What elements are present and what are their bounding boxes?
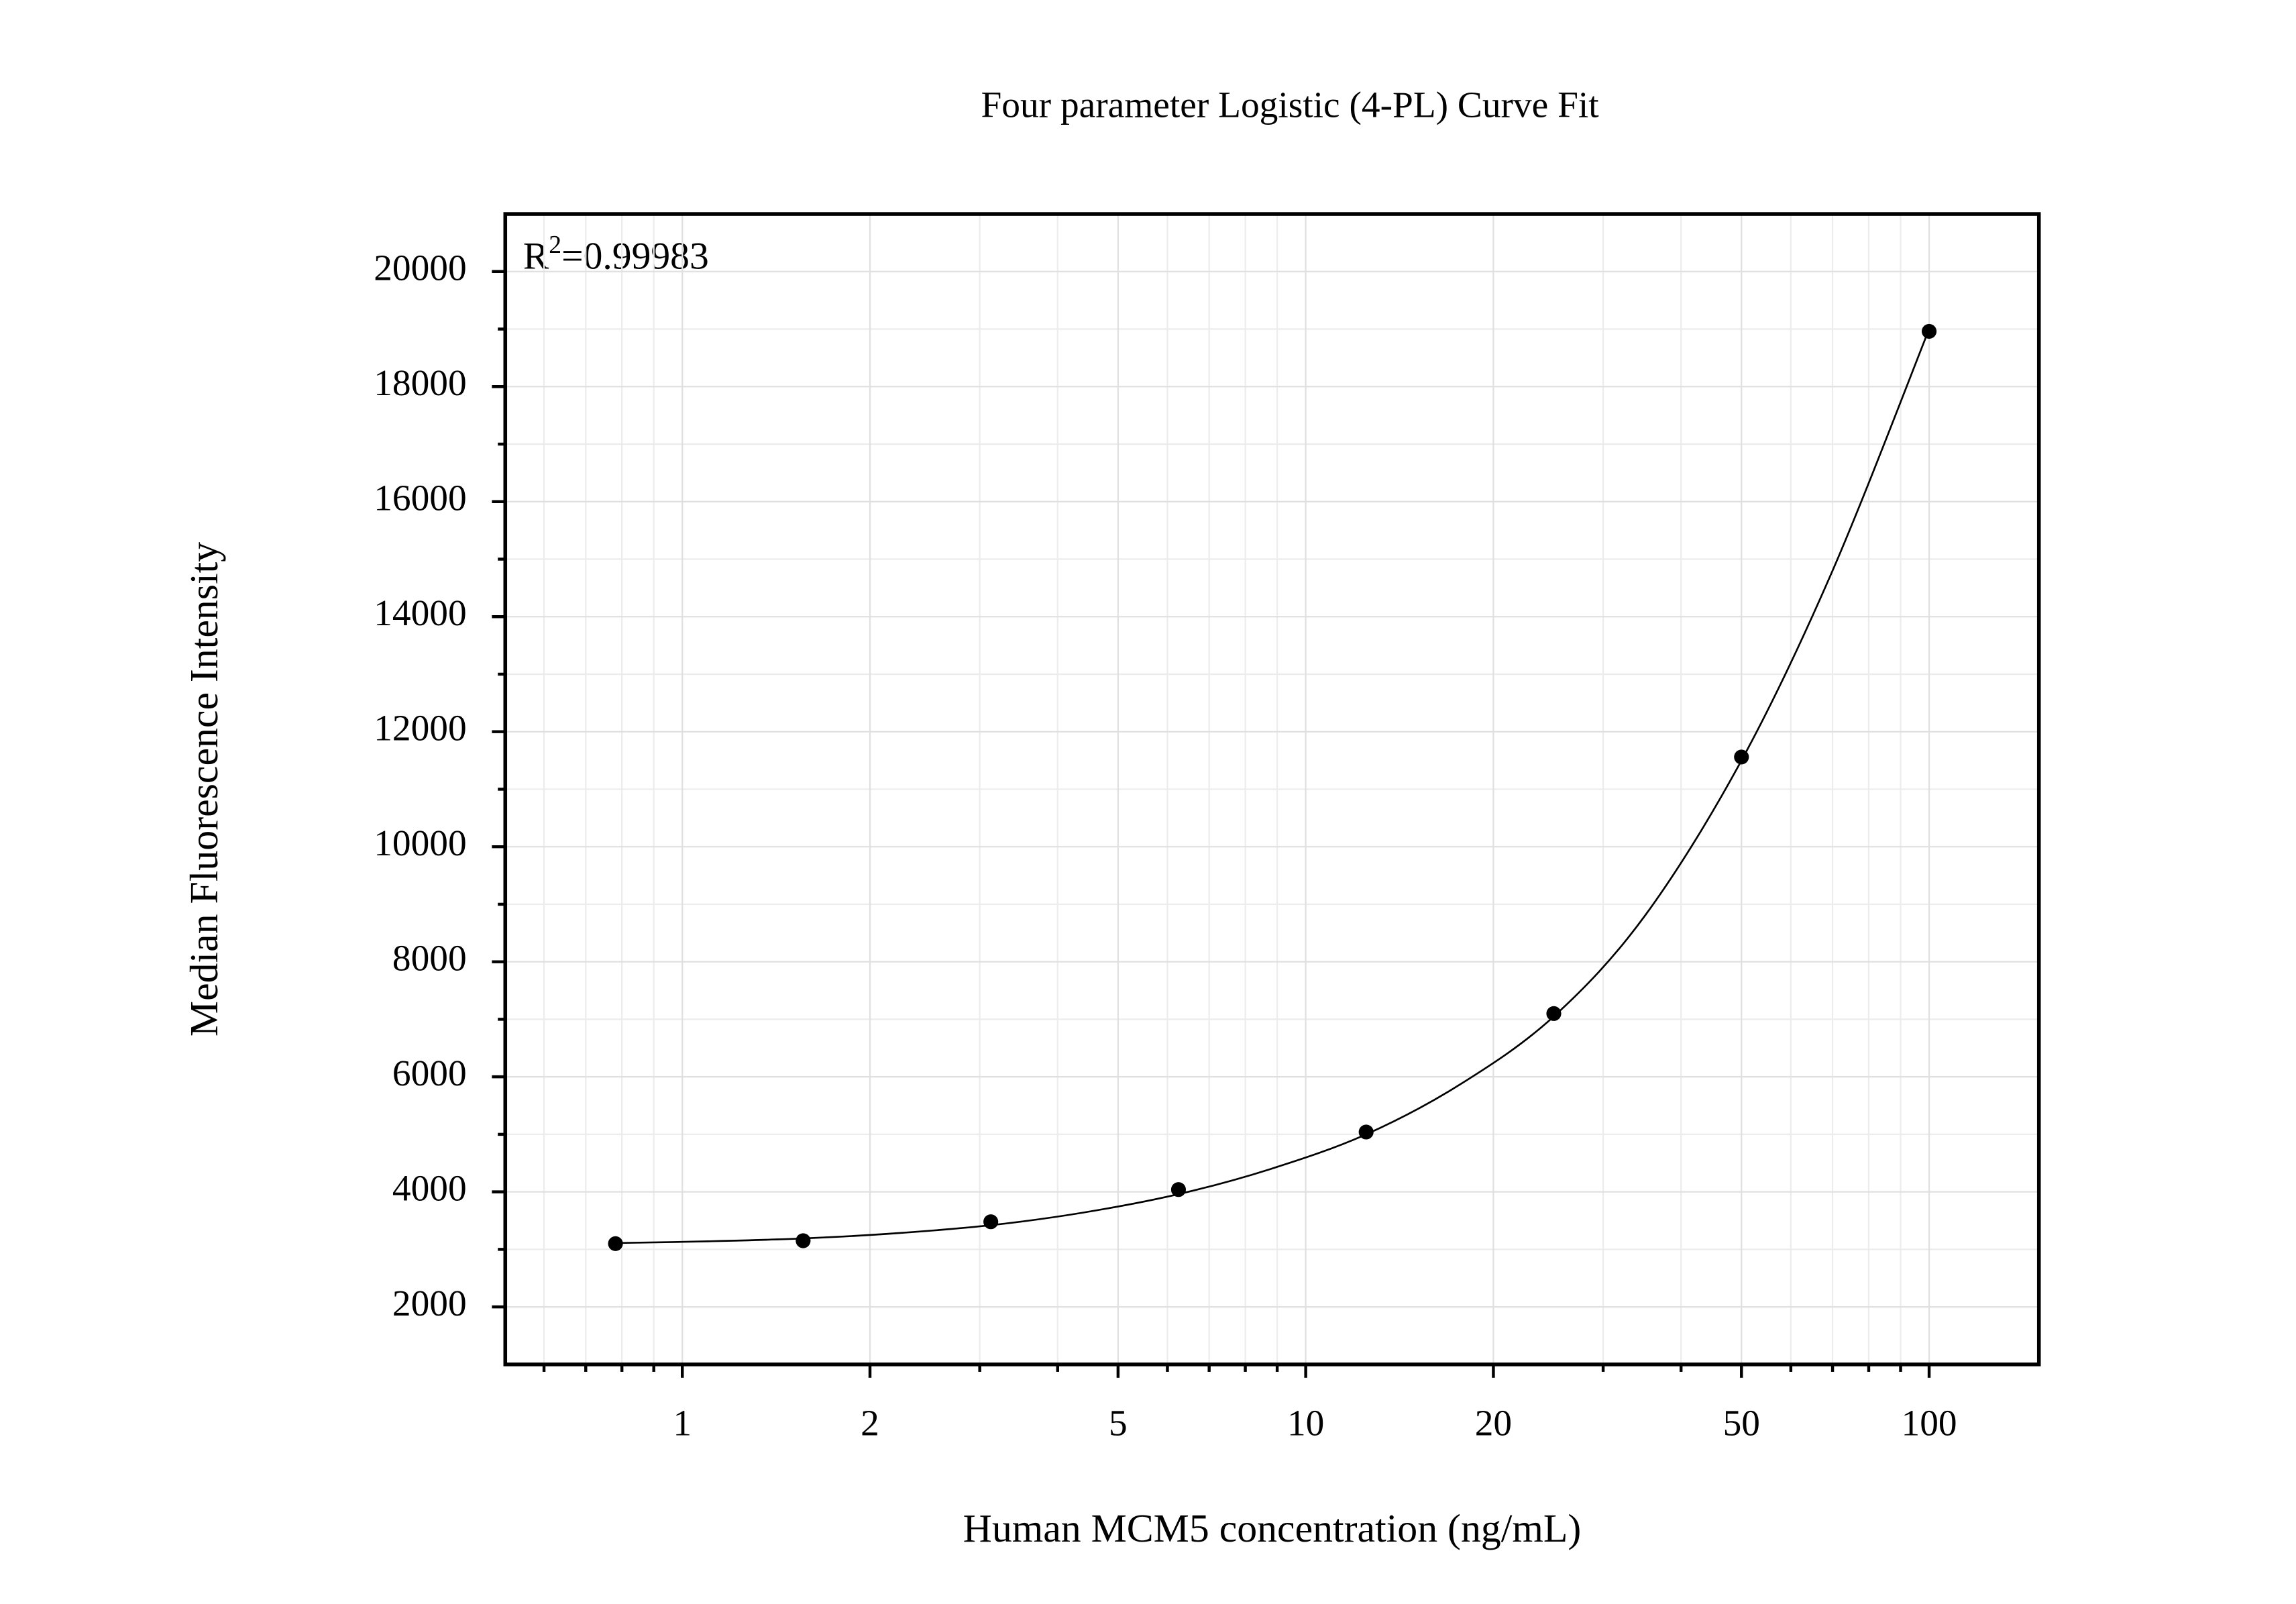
r-base: R — [523, 235, 549, 278]
y-axis-label: Median Fluorescence Intensity — [182, 542, 226, 1036]
r-sup: 2 — [549, 230, 561, 258]
x-tick-label: 5 — [1109, 1403, 1128, 1444]
x-tick-label: 2 — [861, 1403, 879, 1444]
data-point — [796, 1233, 811, 1248]
y-tick-label: 4000 — [392, 1167, 467, 1208]
x-tick-label: 20 — [1475, 1403, 1512, 1444]
y-tick-label: 14000 — [374, 592, 466, 633]
y-tick-label: 18000 — [374, 362, 466, 403]
y-tick-label: 12000 — [374, 707, 466, 748]
x-tick-label: 100 — [1902, 1403, 1957, 1444]
data-point — [1921, 323, 1937, 339]
data-point — [1358, 1124, 1374, 1140]
x-tick-label: 1 — [673, 1403, 692, 1444]
data-point — [1734, 749, 1749, 765]
data-point — [608, 1236, 623, 1251]
x-axis-label: Human MCM5 concentration (ng/mL) — [963, 1506, 1582, 1550]
chart-title: Four parameter Logistic (4-PL) Curve Fit — [981, 84, 1599, 125]
y-tick-label: 16000 — [374, 477, 466, 518]
y-tick-label: 8000 — [392, 937, 467, 978]
y-tick-label: 2000 — [392, 1283, 467, 1324]
data-point — [1546, 1006, 1562, 1021]
data-point — [983, 1214, 999, 1230]
y-tick-label: 10000 — [374, 822, 466, 863]
plot-frame — [503, 212, 2041, 1367]
data-point — [1170, 1182, 1187, 1197]
y-tick-label: 6000 — [392, 1053, 467, 1093]
x-tick-label: 50 — [1723, 1403, 1760, 1444]
x-tick-label: 10 — [1287, 1403, 1324, 1444]
r-squared: R2=0.99983 — [523, 230, 709, 278]
fit-curve — [615, 329, 1930, 1244]
y-tick-label: 20000 — [374, 247, 466, 288]
